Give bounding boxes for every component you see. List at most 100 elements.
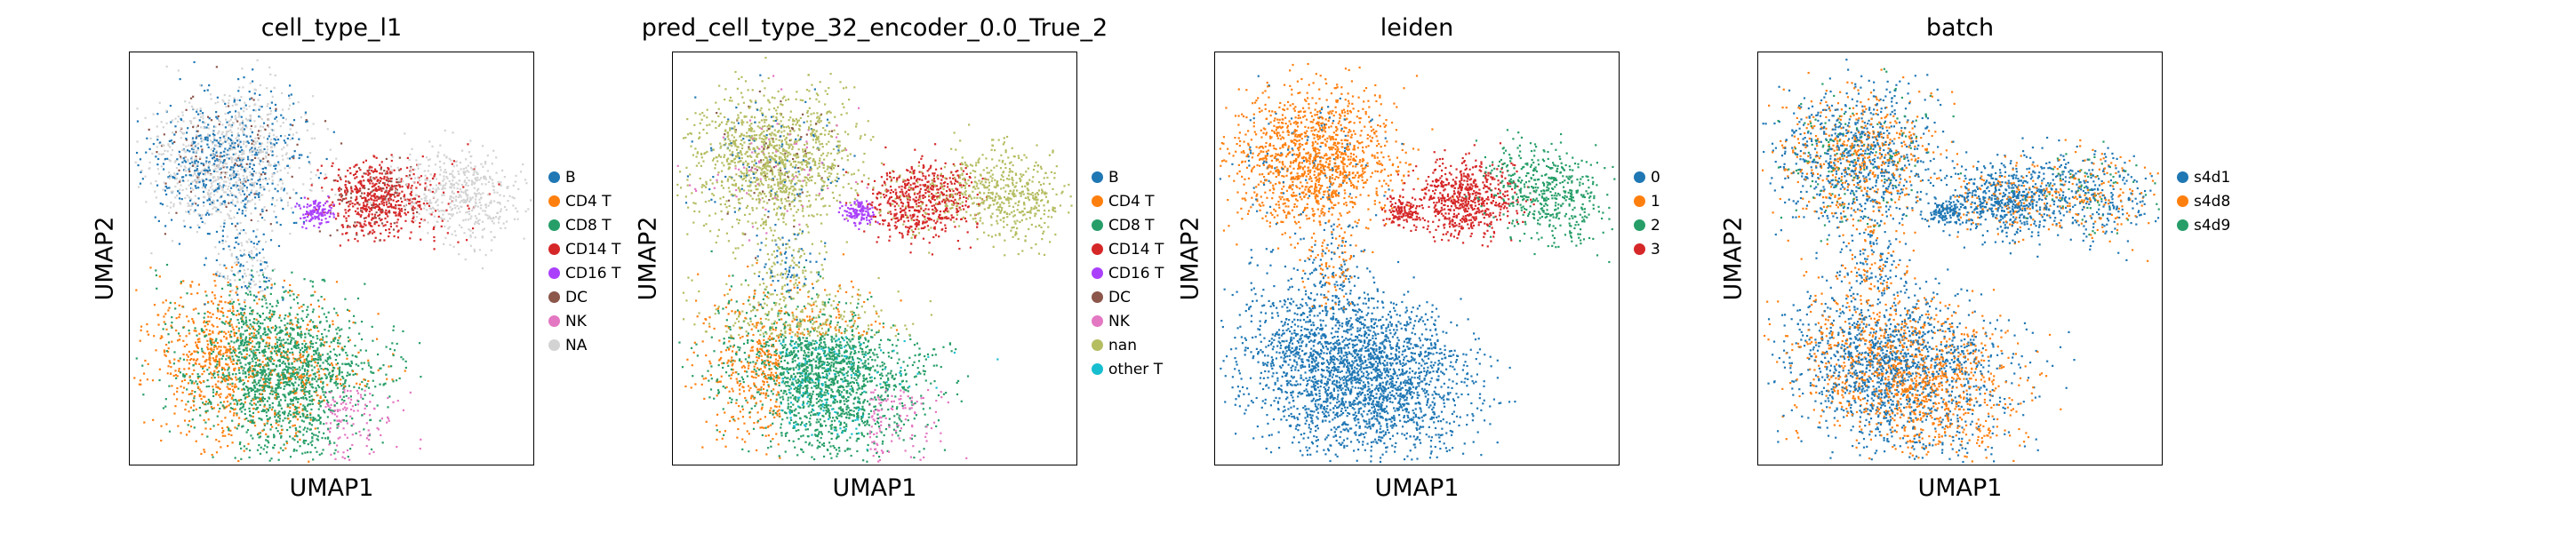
point <box>443 154 445 156</box>
point <box>222 367 225 370</box>
point <box>286 355 289 358</box>
point <box>316 438 318 441</box>
point <box>266 435 269 438</box>
point <box>319 395 322 398</box>
point <box>284 362 286 365</box>
point <box>196 377 200 379</box>
point <box>195 380 197 383</box>
point <box>304 346 307 348</box>
point <box>249 82 252 84</box>
point <box>230 178 233 180</box>
point <box>155 196 157 199</box>
point <box>279 169 282 171</box>
point <box>214 157 217 161</box>
point <box>298 166 300 170</box>
point <box>222 322 225 324</box>
point <box>233 331 236 334</box>
point <box>292 345 295 347</box>
point <box>265 302 268 305</box>
point <box>249 290 252 293</box>
point <box>196 176 199 179</box>
point <box>281 179 284 182</box>
point <box>239 344 242 346</box>
point <box>286 202 290 204</box>
point <box>188 329 190 332</box>
point <box>238 142 241 146</box>
point <box>433 192 436 195</box>
point <box>249 135 252 138</box>
point <box>247 387 251 390</box>
point <box>258 341 260 344</box>
point <box>356 187 358 191</box>
point <box>225 132 228 135</box>
point <box>343 385 346 387</box>
point <box>289 342 292 346</box>
point <box>235 157 238 160</box>
point <box>254 207 257 210</box>
point <box>181 132 185 135</box>
point <box>313 359 316 362</box>
point <box>209 193 212 195</box>
point <box>407 183 410 186</box>
point <box>369 222 372 225</box>
point <box>342 197 346 201</box>
point <box>414 219 417 222</box>
point <box>179 357 181 360</box>
point <box>245 448 248 450</box>
point <box>201 220 204 223</box>
point <box>420 218 423 220</box>
point <box>417 163 420 166</box>
point <box>486 170 490 172</box>
point <box>292 375 294 378</box>
point <box>279 386 282 389</box>
point <box>172 362 175 365</box>
point <box>240 201 243 203</box>
point <box>291 399 294 402</box>
point <box>253 193 256 195</box>
point <box>325 360 328 362</box>
point <box>230 266 234 268</box>
point <box>210 195 212 199</box>
point <box>208 362 212 364</box>
point <box>296 410 299 412</box>
point <box>396 188 398 191</box>
point <box>252 99 255 101</box>
point <box>178 316 180 319</box>
point <box>327 311 330 314</box>
point <box>436 155 439 158</box>
point <box>374 196 377 199</box>
point <box>174 174 177 177</box>
point <box>243 157 245 160</box>
point <box>325 221 328 224</box>
point <box>190 141 194 144</box>
point <box>286 331 289 334</box>
point <box>234 426 236 429</box>
point <box>299 359 301 362</box>
point <box>267 182 269 185</box>
point <box>201 433 204 436</box>
point <box>369 208 372 211</box>
point <box>502 195 506 197</box>
point <box>292 354 294 356</box>
point <box>382 363 385 367</box>
point <box>444 171 448 174</box>
point <box>498 183 500 186</box>
point <box>312 458 315 461</box>
point <box>238 380 241 383</box>
point <box>149 266 152 269</box>
point <box>340 142 343 145</box>
point <box>231 302 234 305</box>
point <box>171 119 174 122</box>
point <box>292 402 294 406</box>
point <box>471 196 474 199</box>
point <box>436 203 439 207</box>
point <box>224 138 227 140</box>
point <box>423 196 426 199</box>
point <box>376 179 379 182</box>
point <box>209 362 212 366</box>
point <box>203 316 205 319</box>
point <box>444 210 446 212</box>
point <box>529 199 532 202</box>
point <box>230 336 233 338</box>
point <box>390 154 393 156</box>
